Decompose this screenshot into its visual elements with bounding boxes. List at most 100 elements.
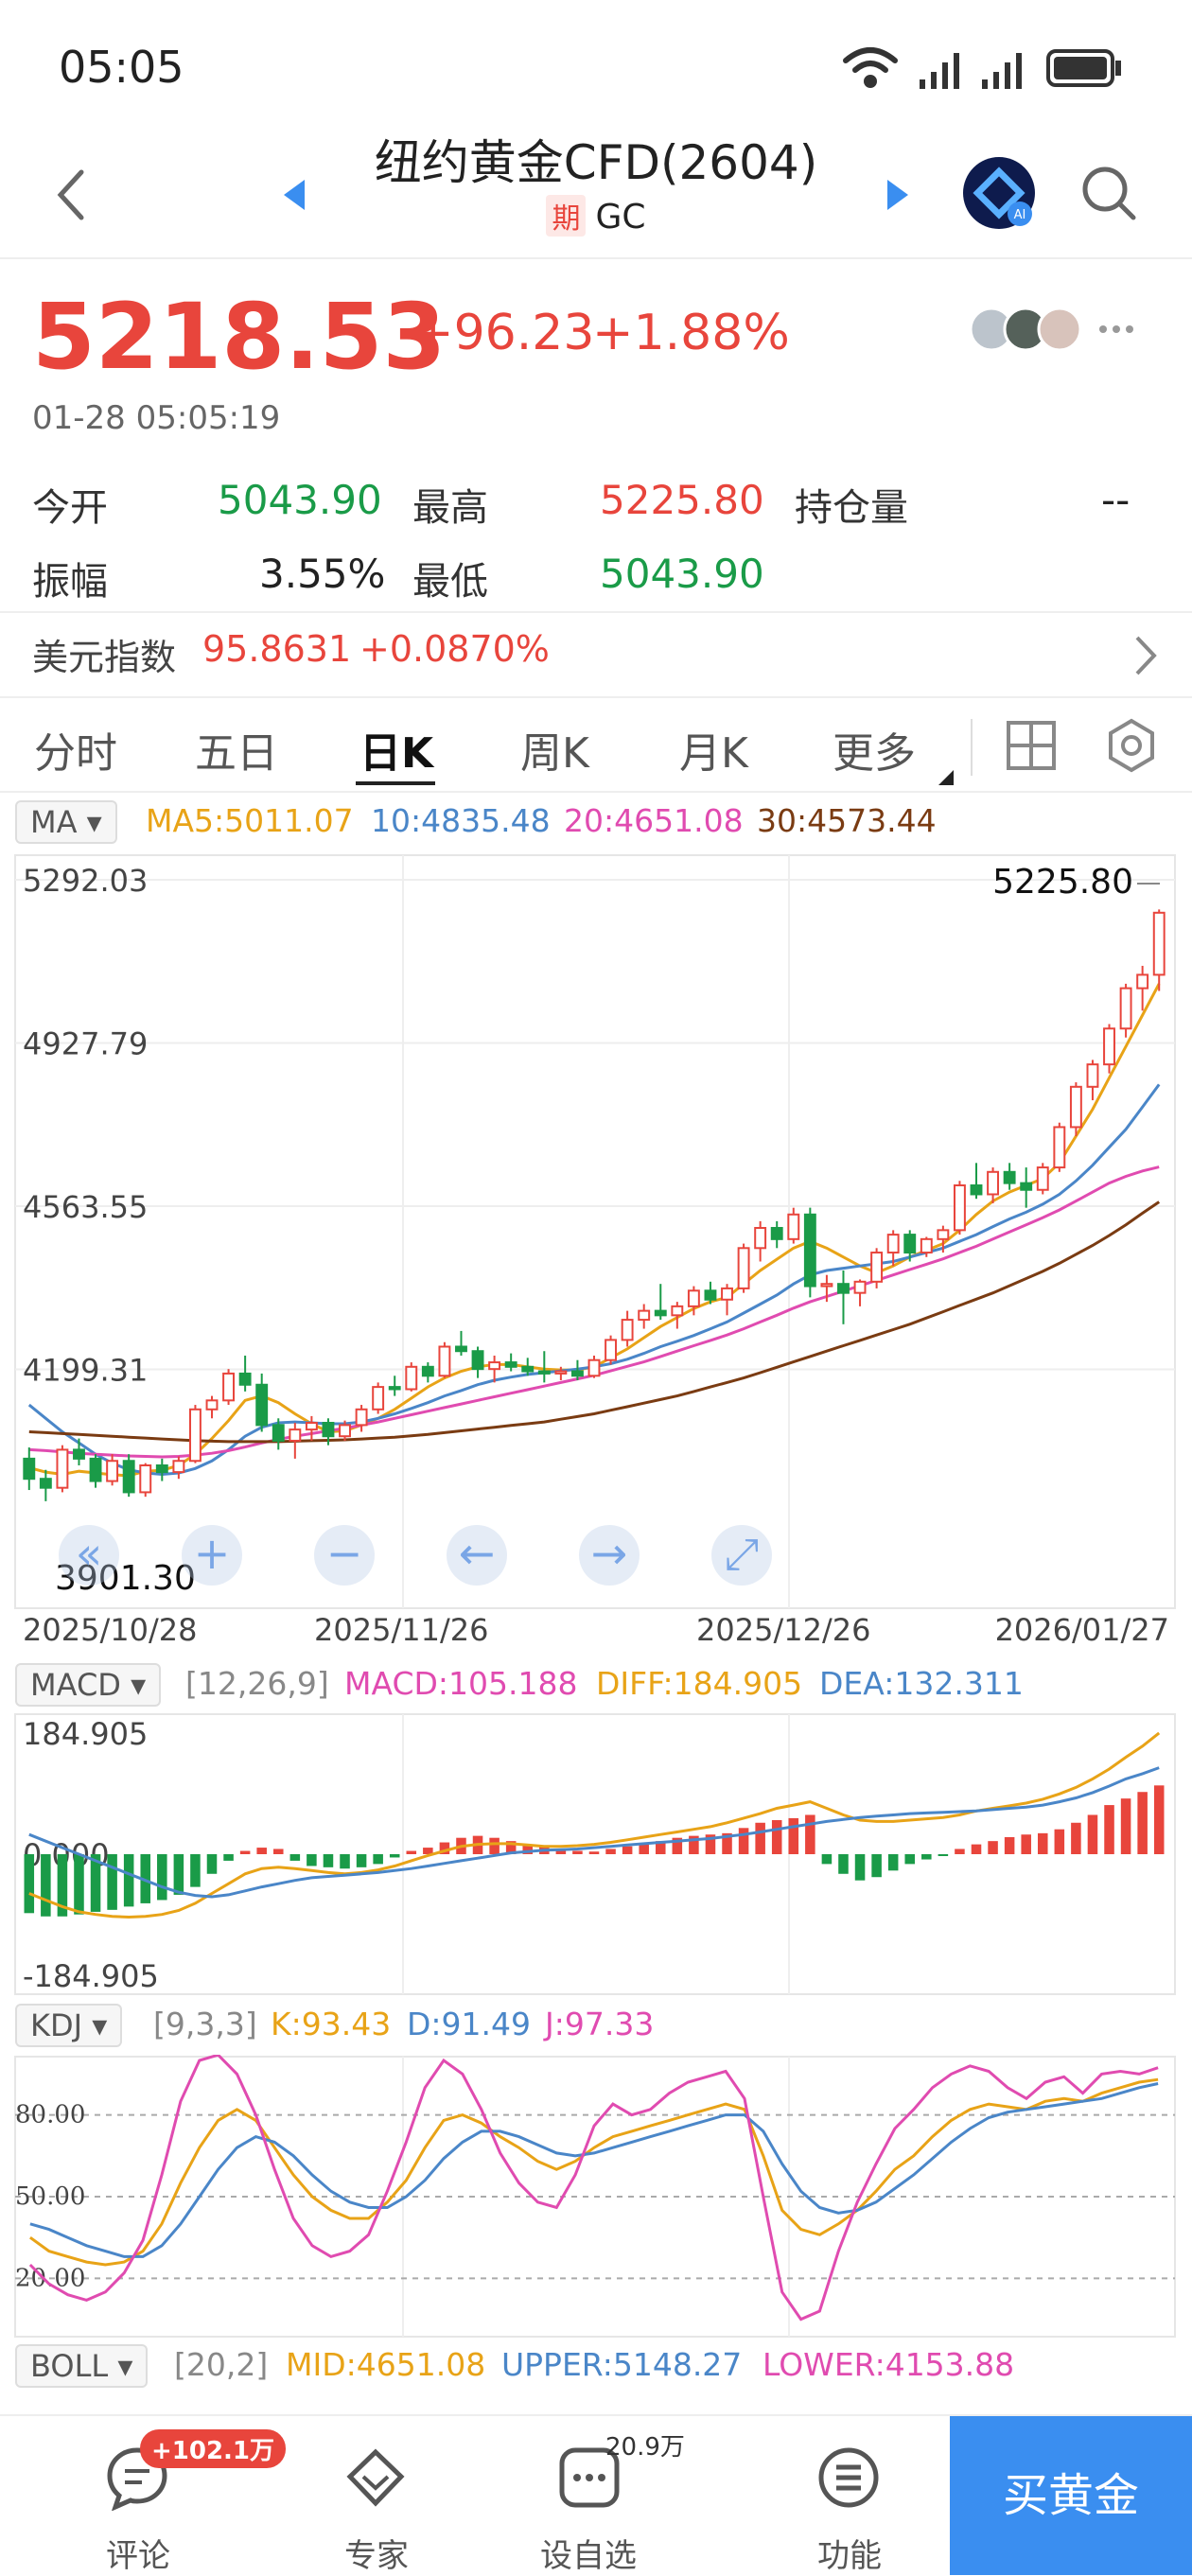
- ma-indicator-selector[interactable]: MA ▾: [15, 800, 117, 844]
- nav-function[interactable]: 功能: [817, 2537, 882, 2575]
- back-icon[interactable]: [53, 166, 91, 223]
- macd-chart[interactable]: 184.9050.000-184.905: [0, 1712, 1192, 1996]
- macd-bar: [307, 1854, 317, 1866]
- macd-bar: [821, 1854, 833, 1865]
- candle: [155, 1458, 168, 1481]
- y-tick-label: 4199.31: [23, 1353, 148, 1389]
- usd-index-change: +0.0870%: [359, 628, 550, 670]
- add-watchlist-icon[interactable]: [556, 2445, 622, 2511]
- candle: [106, 1454, 119, 1486]
- tab-weekly-k[interactable]: 周K: [520, 729, 589, 778]
- boll-indicator-selector[interactable]: BOLL ▾: [15, 2344, 149, 2388]
- wifi-icon: [843, 47, 898, 88]
- prev-contract-icon[interactable]: [280, 176, 308, 214]
- high-label: 最高: [412, 486, 488, 530]
- kdj-indicator-selector[interactable]: KDJ ▾: [15, 2004, 123, 2047]
- more-caret-icon: [938, 770, 954, 785]
- function-icon[interactable]: [815, 2445, 882, 2511]
- nav-comments[interactable]: 评论: [106, 2537, 170, 2575]
- candle: [289, 1423, 302, 1459]
- candle: [455, 1330, 467, 1356]
- macd-bar: [921, 1854, 932, 1860]
- macd-bar: [505, 1841, 517, 1854]
- fullscreen-icon[interactable]: ⤢: [711, 1525, 772, 1586]
- price-change: +96.23: [412, 305, 595, 361]
- y-tick-label: 4563.55: [23, 1189, 148, 1225]
- candle: [737, 1243, 750, 1293]
- buy-gold-button[interactable]: 买黄金: [950, 2416, 1192, 2575]
- macd-bar: [755, 1822, 765, 1854]
- candlestick-chart[interactable]: 5292.03 4927.79 4563.55 4199.31 5225.80 3901…: [0, 848, 1192, 1671]
- macd-bar: [1021, 1834, 1031, 1854]
- settings-icon[interactable]: [1103, 717, 1160, 774]
- expert-icon[interactable]: [342, 2445, 409, 2511]
- macd-bar: [955, 1849, 965, 1854]
- macd-bar: [57, 1854, 68, 1917]
- kdj-selector-label: KDJ: [30, 2007, 83, 2043]
- candle: [1103, 1024, 1115, 1074]
- candle: [671, 1302, 684, 1329]
- chevron-right-icon[interactable]: [1131, 634, 1160, 677]
- macd-bar: [672, 1837, 683, 1854]
- layout-grid-icon[interactable]: [1005, 719, 1058, 772]
- kdj-y-tick: 80.00: [15, 2101, 85, 2129]
- nav-watch[interactable]: 设自选: [540, 2537, 637, 2575]
- next-contract-icon[interactable]: [884, 176, 912, 214]
- scroll-left-fast-icon[interactable]: «: [59, 1525, 119, 1586]
- candle: [638, 1304, 651, 1329]
- tab-intraday[interactable]: 分时: [34, 729, 117, 778]
- macd-bar: [406, 1850, 417, 1854]
- candle: [853, 1279, 867, 1306]
- search-icon[interactable]: [1080, 165, 1137, 221]
- zoom-in-icon[interactable]: +: [182, 1525, 242, 1586]
- candle: [339, 1420, 351, 1441]
- macd-bar: [705, 1834, 716, 1854]
- tab-monthly-k[interactable]: 月K: [679, 729, 748, 778]
- y-tick-label: 4927.79: [23, 1026, 148, 1062]
- macd-bar: [157, 1854, 167, 1901]
- candle: [1119, 983, 1132, 1038]
- k-line: [29, 2077, 1159, 2267]
- ma30-legend: 30:4573.44: [757, 802, 937, 839]
- macd-bar: [289, 1854, 301, 1861]
- usd-index-label[interactable]: 美元指数: [32, 637, 177, 678]
- status-icons: [843, 47, 1121, 89]
- nav-expert[interactable]: 专家: [344, 2537, 409, 2575]
- comment-icon[interactable]: [104, 2445, 170, 2511]
- macd-bar: [272, 1849, 284, 1854]
- candle: [1020, 1167, 1033, 1208]
- macd-indicator-selector[interactable]: MACD ▾: [15, 1663, 162, 1707]
- macd-bar: [373, 1854, 383, 1865]
- boll-params: [20,2]: [174, 2346, 269, 2383]
- candle: [405, 1362, 418, 1392]
- candle: [787, 1207, 800, 1244]
- candle: [238, 1355, 252, 1392]
- diff-line: [28, 1731, 1161, 1919]
- macd-bar: [788, 1817, 799, 1854]
- macd-bar: [572, 1850, 583, 1854]
- candle: [953, 1181, 966, 1235]
- tab-daily-k[interactable]: 日K: [359, 729, 434, 778]
- candle: [1069, 1082, 1082, 1136]
- candle: [987, 1167, 1000, 1203]
- candle: [570, 1359, 584, 1381]
- macd-y-tick: 184.905: [23, 1716, 148, 1752]
- zoom-out-icon[interactable]: −: [314, 1525, 375, 1586]
- amplitude-value: 3.55%: [259, 551, 386, 597]
- open-interest-value: --: [1101, 477, 1131, 523]
- macd-bar: [738, 1828, 749, 1854]
- boll-selector-label: BOLL: [30, 2348, 109, 2384]
- scroll-left-icon[interactable]: ←: [447, 1525, 507, 1586]
- kdj-chart[interactable]: 80.00 50.00 20.00: [0, 2055, 1192, 2339]
- boll-lower: LOWER:4153.88: [763, 2346, 1015, 2383]
- macd-bar: [1071, 1822, 1081, 1854]
- scroll-right-icon[interactable]: →: [579, 1525, 640, 1586]
- candle: [721, 1284, 733, 1316]
- tab-more[interactable]: 更多: [833, 729, 916, 778]
- candle: [139, 1463, 152, 1498]
- candle: [886, 1230, 900, 1267]
- ai-assistant-icon[interactable]: AI: [961, 155, 1037, 231]
- tab-five-day[interactable]: 五日: [195, 729, 278, 778]
- candle: [56, 1445, 69, 1493]
- community-avatars[interactable]: [969, 303, 1139, 356]
